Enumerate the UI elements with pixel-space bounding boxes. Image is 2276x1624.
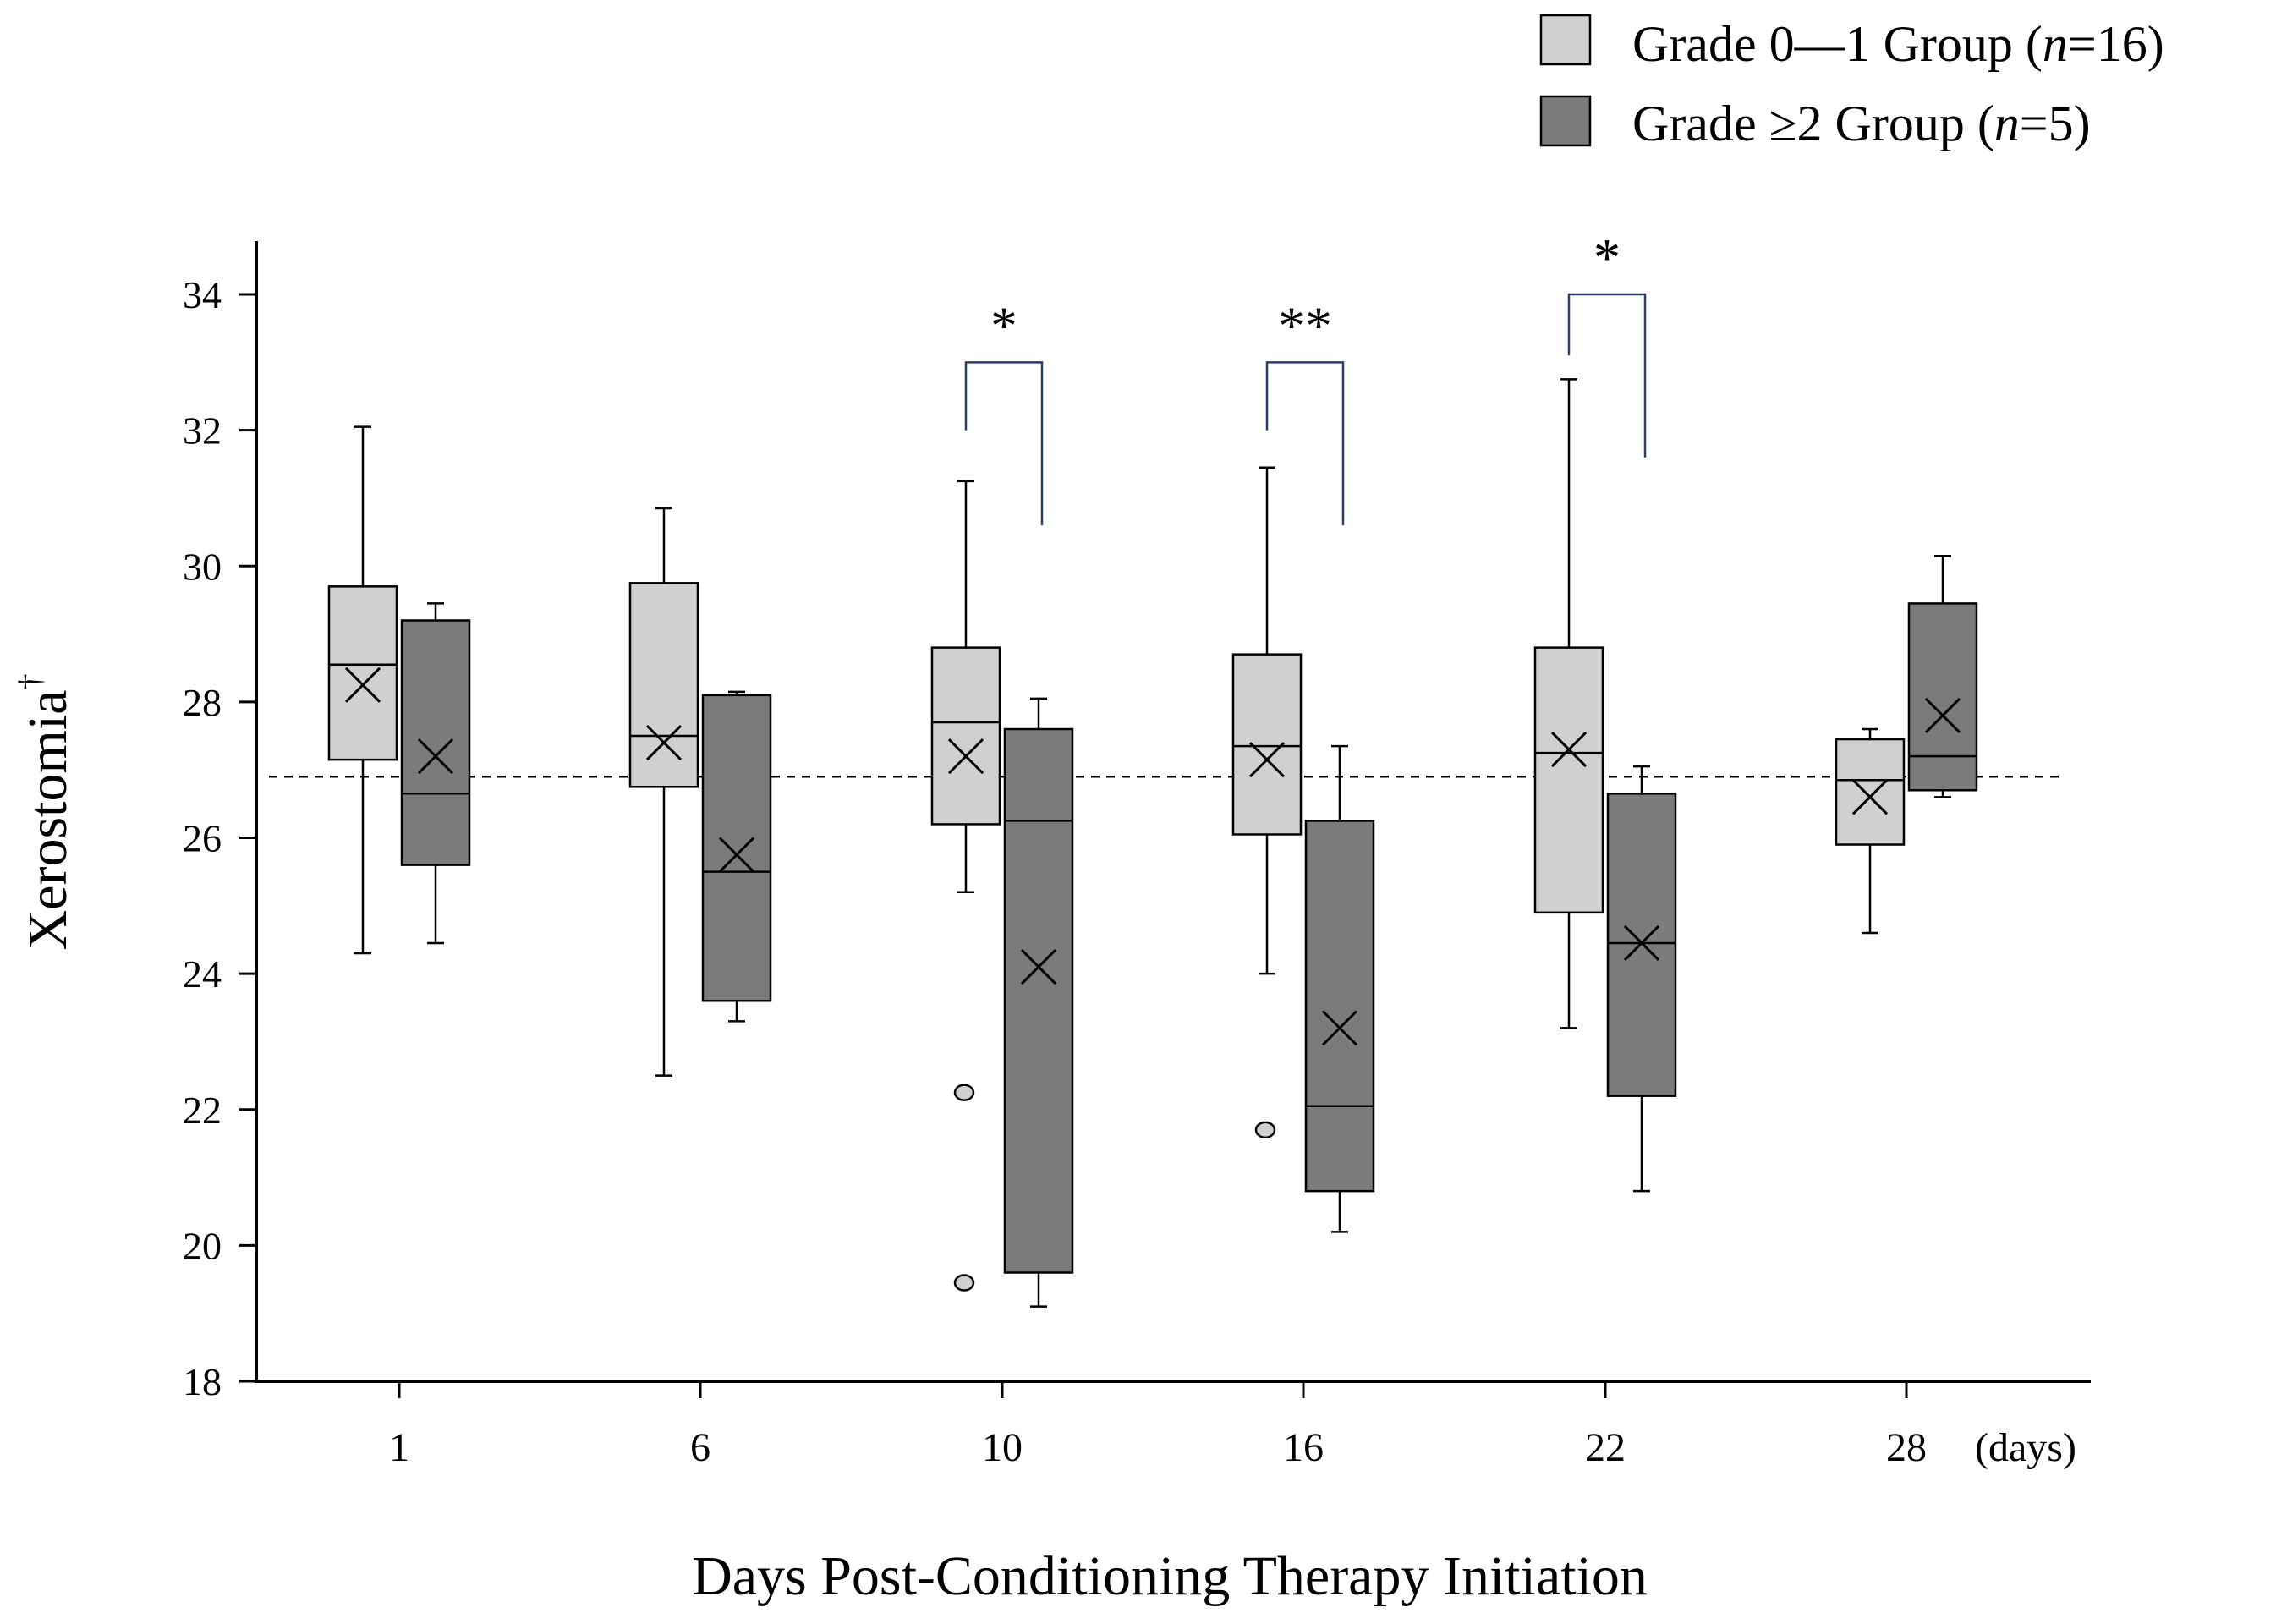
box-iqr xyxy=(701,694,772,1002)
mean-marker xyxy=(1623,924,1660,962)
bracket-line xyxy=(1567,293,1647,458)
y-tick-label: 24 xyxy=(183,952,222,996)
significance-label: ** xyxy=(1278,295,1332,355)
box-grade-0-1-day-10 xyxy=(930,480,1001,1292)
mean-marker xyxy=(1020,949,1057,985)
box-iqr xyxy=(400,619,471,866)
x-tick-label: 22 xyxy=(1585,1425,1626,1470)
box-iqr xyxy=(1835,738,1906,846)
legend-label-grade-0-1: Grade 0—1 Group (n=16) xyxy=(1632,16,2164,72)
mean-marker xyxy=(947,738,984,775)
y-tick-label: 18 xyxy=(183,1360,222,1403)
box-iqr xyxy=(1304,820,1375,1193)
box-grade-2-day-28 xyxy=(1907,554,1978,798)
x-axis-ticks: 1 6 10 16 22 28 xyxy=(389,1381,1927,1470)
y-tick-label: 34 xyxy=(183,273,222,316)
legend-swatch-grade-0-1 xyxy=(1539,14,1592,66)
y-tick-label: 28 xyxy=(183,681,222,724)
mean-marker xyxy=(1851,779,1889,815)
box-iqr xyxy=(1533,646,1604,914)
mean-marker xyxy=(1321,1010,1358,1046)
y-axis-ticks: 18 20 22 24 26 28 30 32 34 xyxy=(183,273,256,1403)
mean-marker xyxy=(344,667,381,703)
x-tick-label: 1 xyxy=(389,1425,409,1470)
box-iqr xyxy=(1907,602,1978,792)
x-axis-unit-label: (days) xyxy=(1975,1425,2076,1470)
significance-label: * xyxy=(990,295,1017,355)
bracket-line xyxy=(964,361,1044,526)
box-iqr xyxy=(628,582,699,788)
outlier-point xyxy=(1254,1121,1276,1139)
y-tick-label: 26 xyxy=(183,817,222,860)
box-iqr xyxy=(1003,727,1074,1274)
legend: Grade 0—1 Group (n=16) Grade ≥2 Group (n… xyxy=(1539,14,2164,151)
significance-bracket-day-10: * xyxy=(964,295,1044,526)
box-grade-2-day-6 xyxy=(701,690,772,1023)
x-tick-label: 16 xyxy=(1283,1425,1324,1470)
mean-marker xyxy=(1248,742,1286,778)
mean-marker xyxy=(645,725,683,761)
box-grade-2-day-1 xyxy=(400,602,471,945)
legend-swatch-grade-2 xyxy=(1539,95,1592,147)
y-axis-label: Xerostomia† xyxy=(13,674,79,951)
y-tick-label: 20 xyxy=(183,1224,222,1267)
significance-markers: * *** xyxy=(964,228,1647,526)
significance-bracket-day-22: * xyxy=(1567,228,1647,458)
box-grade-0-1-day-6 xyxy=(628,507,699,1077)
x-tick-label: 28 xyxy=(1886,1425,1927,1470)
y-tick-label: 22 xyxy=(183,1089,222,1132)
mean-marker xyxy=(718,837,755,873)
box-grade-0-1-day-28 xyxy=(1835,727,1906,935)
y-tick-label: 30 xyxy=(183,545,222,588)
y-tick-label: 32 xyxy=(183,409,222,453)
outlier-point xyxy=(953,1084,975,1101)
x-axis-label: Days Post-Conditioning Therapy Initiatio… xyxy=(692,1545,1648,1607)
outlier-point xyxy=(953,1274,975,1292)
box-iqr xyxy=(327,585,398,761)
box-plot-boxes xyxy=(327,378,1978,1308)
box-iqr xyxy=(930,646,1001,826)
significance-bracket-day-16: ** xyxy=(1265,295,1345,526)
significance-label: * xyxy=(1593,228,1621,288)
mean-marker xyxy=(1550,732,1588,768)
mean-marker xyxy=(417,738,454,775)
box-iqr xyxy=(1231,653,1303,836)
box-grade-2-day-22 xyxy=(1606,765,1677,1193)
bracket-line xyxy=(1265,361,1345,526)
x-tick-label: 6 xyxy=(690,1425,710,1470)
legend-label-grade-2: Grade ≥2 Group (n=5) xyxy=(1632,96,2091,151)
box-grade-0-1-day-1 xyxy=(327,425,398,955)
x-tick-label: 10 xyxy=(982,1425,1023,1470)
box-grade-2-day-16 xyxy=(1304,744,1375,1233)
mean-marker xyxy=(1924,697,1961,733)
box-grade-0-1-day-22 xyxy=(1533,378,1604,1029)
box-grade-2-day-10 xyxy=(1003,697,1074,1308)
box-grade-0-1-day-16 xyxy=(1231,466,1303,1139)
